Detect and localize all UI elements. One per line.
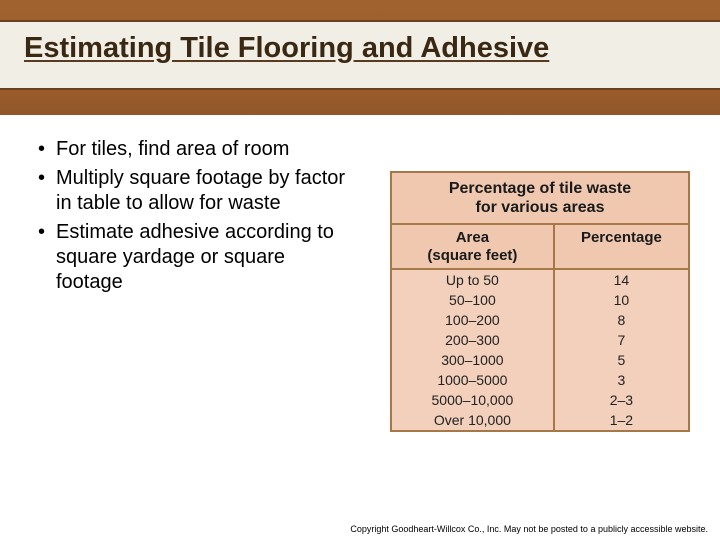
cell-area: 200–300 bbox=[392, 330, 555, 350]
bullet-item: For tiles, find area of room bbox=[38, 137, 348, 162]
bullet-list: For tiles, find area of room Multiply sq… bbox=[38, 137, 348, 299]
cell-area: Up to 50 bbox=[392, 270, 555, 290]
cell-area: Over 10,000 bbox=[392, 410, 555, 430]
table-title: Percentage of tile waste for various are… bbox=[392, 173, 688, 225]
cell-area: 50–100 bbox=[392, 290, 555, 310]
col-pct-header: Percentage bbox=[555, 225, 688, 268]
table-body: Up to 50 14 50–100 10 100–200 8 200–300 … bbox=[392, 270, 688, 430]
col-area-line2: (square feet) bbox=[427, 247, 517, 264]
table-title-line2: for various areas bbox=[476, 199, 605, 216]
waste-table: Percentage of tile waste for various are… bbox=[390, 171, 690, 432]
table-row: 50–100 10 bbox=[392, 290, 688, 310]
table-row: 100–200 8 bbox=[392, 310, 688, 330]
cell-pct: 1–2 bbox=[555, 410, 688, 430]
cell-area: 1000–5000 bbox=[392, 370, 555, 390]
copyright-footer: Copyright Goodheart-Willcox Co., Inc. Ma… bbox=[350, 524, 708, 534]
cell-pct: 7 bbox=[555, 330, 688, 350]
bullet-item: Estimate adhesive according to square ya… bbox=[38, 220, 348, 295]
table-row: 5000–10,000 2–3 bbox=[392, 390, 688, 410]
content-area: For tiles, find area of room Multiply sq… bbox=[0, 115, 720, 540]
cell-pct: 8 bbox=[555, 310, 688, 330]
slide-title: Estimating Tile Flooring and Adhesive bbox=[24, 32, 549, 65]
cell-pct: 2–3 bbox=[555, 390, 688, 410]
table-header-row: Area (square feet) Percentage bbox=[392, 225, 688, 270]
table-row: Over 10,000 1–2 bbox=[392, 410, 688, 430]
table-row: 200–300 7 bbox=[392, 330, 688, 350]
cell-area: 300–1000 bbox=[392, 350, 555, 370]
cell-area: 100–200 bbox=[392, 310, 555, 330]
col-area-line1: Area bbox=[456, 229, 489, 246]
table-row: 1000–5000 3 bbox=[392, 370, 688, 390]
cell-pct: 3 bbox=[555, 370, 688, 390]
cell-pct: 5 bbox=[555, 350, 688, 370]
table-row: 300–1000 5 bbox=[392, 350, 688, 370]
table-row: Up to 50 14 bbox=[392, 270, 688, 290]
table-title-line1: Percentage of tile waste bbox=[449, 180, 631, 197]
cell-pct: 10 bbox=[555, 290, 688, 310]
col-area-header: Area (square feet) bbox=[392, 225, 555, 268]
cell-pct: 14 bbox=[555, 270, 688, 290]
bullet-item: Multiply square footage by factor in tab… bbox=[38, 166, 348, 216]
cell-area: 5000–10,000 bbox=[392, 390, 555, 410]
